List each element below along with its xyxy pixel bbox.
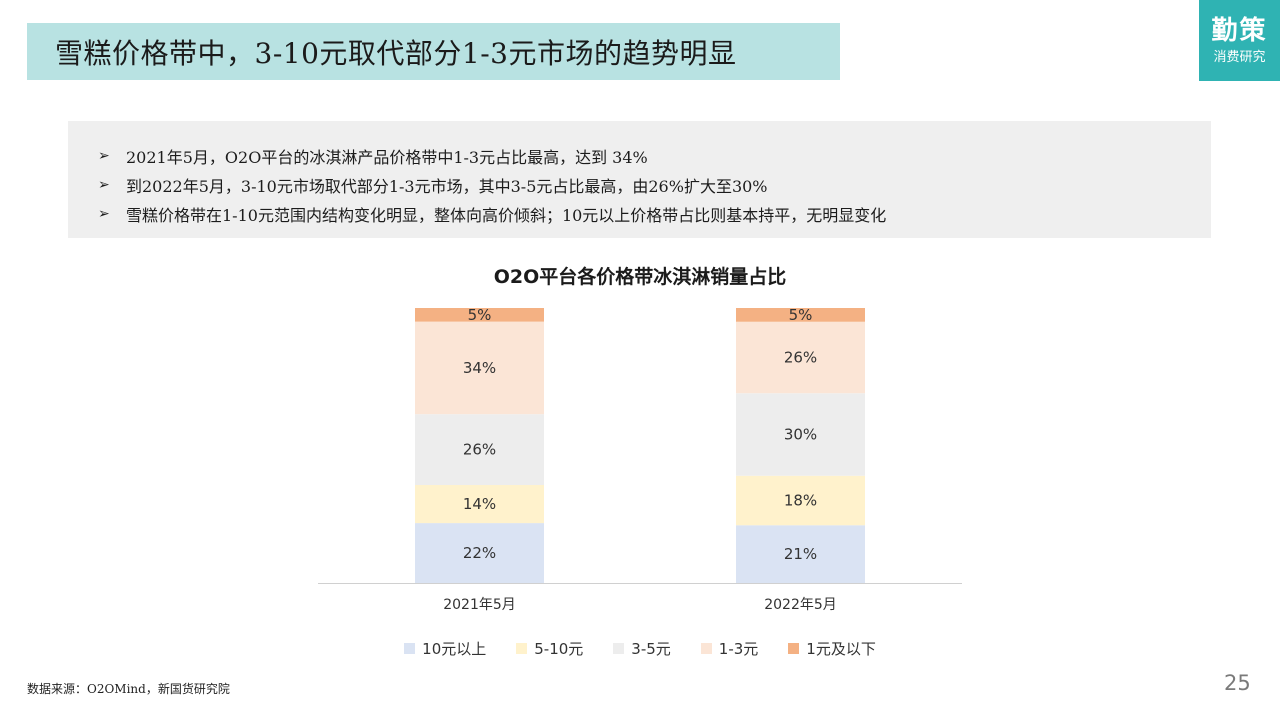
bullet-text: 2021年5月，O2O平台的冰淇淋产品价格带中1-3元占比最高，达到 34% <box>126 147 648 167</box>
data-label: 30% <box>784 426 817 444</box>
legend-swatch <box>404 643 416 654</box>
legend-item: 10元以上 <box>404 638 486 659</box>
bar-segment <box>415 321 544 415</box>
key-findings: ➢ 2021年5月，O2O平台的冰淇淋产品价格带中1-3元占比最高，达到 34%… <box>68 121 1211 238</box>
bar-segment <box>415 414 544 485</box>
data-label: 26% <box>463 441 496 459</box>
bar-segment <box>736 525 865 583</box>
title-banner: 雪糕价格带中，3-10元取代部分1-3元市场的趋势明显 <box>27 23 840 80</box>
data-label: 18% <box>784 492 817 510</box>
page-number: 25 <box>1224 671 1251 695</box>
legend-label: 1元及以下 <box>806 640 876 658</box>
bar-segment <box>736 308 865 322</box>
data-label: 5% <box>468 306 492 324</box>
arrow-bullet-icon: ➢ <box>98 147 110 164</box>
legend-label: 10元以上 <box>422 640 487 658</box>
legend-label: 3-5元 <box>631 640 671 658</box>
bar-segment <box>736 475 865 526</box>
x-tick-label: 2021年5月 <box>443 597 516 613</box>
brand-name: 勤策 <box>1211 15 1268 46</box>
arrow-bullet-icon: ➢ <box>98 176 110 193</box>
brand-logo: 勤策 消费研究 <box>1199 0 1280 81</box>
brand-subtitle: 消费研究 <box>1213 49 1266 65</box>
legend-label: 5-10元 <box>534 640 584 658</box>
page-title: 雪糕价格带中，3-10元取代部分1-3元市场的趋势明显 <box>55 36 737 70</box>
legend-swatch <box>516 643 528 654</box>
legend-item: 3-5元 <box>613 638 671 659</box>
arrow-bullet-icon: ➢ <box>98 205 110 222</box>
data-source: 数据来源：O2OMind，新国货研究院 <box>27 682 230 696</box>
bar-segment <box>415 523 544 583</box>
legend-item: 1-3元 <box>700 638 759 659</box>
legend-swatch <box>700 643 712 654</box>
bar-segment <box>415 308 544 322</box>
legend-label: 1-3元 <box>718 640 759 658</box>
data-label: 26% <box>784 349 817 367</box>
legend-item: 5-10元 <box>516 638 583 659</box>
data-label: 21% <box>784 545 817 563</box>
data-label: 34% <box>463 359 496 377</box>
x-tick-label: 2022年5月 <box>764 597 837 613</box>
bar-segment <box>415 484 544 524</box>
bullet-item: ➢ 雪糕价格带在1-10元范围内结构变化明显，整体向高价倾斜；10元以上价格带占… <box>98 199 1211 228</box>
legend-swatch <box>788 643 800 654</box>
chart-title: O2O平台各价格带冰淇淋销量占比 <box>493 266 787 288</box>
chart-legend: 10元以上 5-10元 3-5元 1-3元 1元及以下 <box>0 638 1280 659</box>
data-label: 22% <box>463 544 496 562</box>
bar-segment <box>736 321 865 394</box>
bar-segment <box>736 393 865 476</box>
bullet-text: 雪糕价格带在1-10元范围内结构变化明显，整体向高价倾斜；10元以上价格带占比则… <box>126 205 887 225</box>
legend-item: 1元及以下 <box>788 638 876 659</box>
bullet-item: ➢ 到2022年5月，3-10元市场取代部分1-3元市场，其中3-5元占比最高，… <box>98 170 1211 199</box>
bullet-item: ➢ 2021年5月，O2O平台的冰淇淋产品价格带中1-3元占比最高，达到 34% <box>98 141 1211 170</box>
bullet-text: 到2022年5月，3-10元市场取代部分1-3元市场，其中3-5元占比最高，由2… <box>126 176 768 196</box>
data-label: 5% <box>789 306 813 324</box>
data-label: 14% <box>463 495 496 513</box>
legend-swatch <box>613 643 625 654</box>
